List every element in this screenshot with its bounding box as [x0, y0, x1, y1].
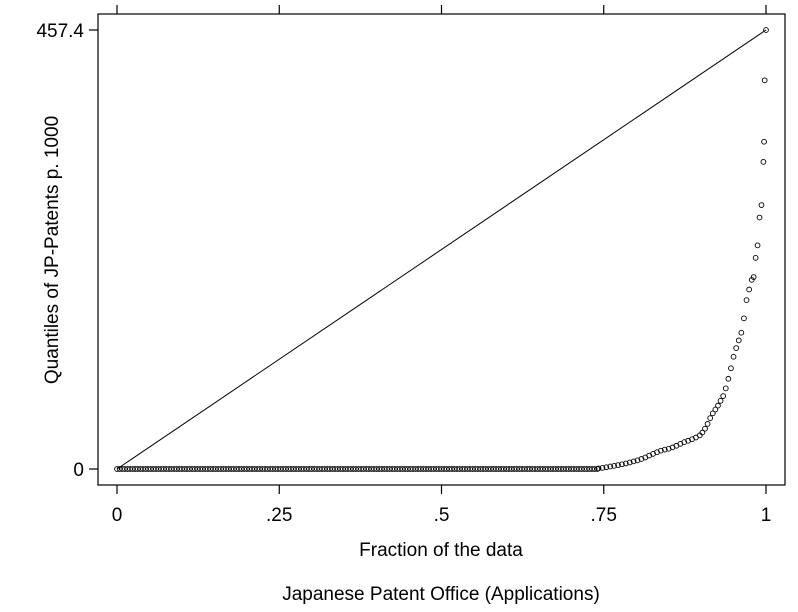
- data-point: [630, 458, 637, 465]
- data-point: [761, 77, 768, 84]
- data-point: [717, 398, 724, 404]
- x-tick-label: .75: [591, 505, 617, 526]
- data-point: [730, 353, 737, 360]
- data-point: [763, 27, 769, 33]
- data-point: [634, 457, 641, 464]
- data-point: [743, 297, 750, 303]
- data-point: [681, 439, 688, 445]
- data-point: [599, 465, 606, 471]
- data-point: [603, 464, 610, 471]
- chart-title: Japanese Patent Office (Applications): [282, 584, 600, 605]
- data-point: [704, 421, 711, 427]
- data-point: [707, 415, 714, 421]
- data-point: [758, 202, 765, 208]
- data-point: [607, 463, 614, 470]
- x-tick-label: .25: [266, 505, 292, 526]
- x-axis-label: Fraction of the data: [359, 540, 523, 561]
- data-point: [720, 393, 727, 399]
- data-point: [760, 159, 767, 165]
- data-point: [615, 462, 621, 468]
- data-point: [715, 402, 721, 409]
- x-tick-label: 0: [112, 505, 123, 526]
- y-tick-label: 0: [73, 460, 84, 481]
- data-point: [699, 429, 706, 436]
- data-point: [595, 465, 602, 472]
- data-point: [761, 138, 767, 145]
- top-ticks: [116, 5, 767, 14]
- data-point: [709, 410, 716, 417]
- data-point: [722, 385, 729, 392]
- data-point: [741, 315, 747, 322]
- data-point: [746, 286, 752, 293]
- data-point: [754, 242, 761, 249]
- data-point: [665, 445, 672, 452]
- y-axis: 0 457.4: [36, 21, 98, 481]
- x-tick-label: 1: [761, 505, 772, 526]
- data-point: [750, 274, 757, 280]
- data-point: [728, 365, 734, 372]
- data-point: [626, 459, 633, 466]
- data-point: [738, 329, 745, 336]
- data-point: [712, 406, 719, 413]
- data-point: [756, 214, 763, 221]
- data-point: [696, 432, 703, 439]
- data-point: [622, 460, 629, 467]
- data-point: [661, 446, 668, 453]
- data-point: [591, 466, 598, 472]
- data-point: [611, 462, 617, 469]
- y-tick-label: 457.4: [36, 21, 84, 42]
- data-point: [702, 425, 708, 432]
- data-point: [752, 255, 759, 261]
- scatter-points: [114, 27, 769, 472]
- reference-line: [116, 29, 767, 470]
- data-point: [725, 375, 732, 382]
- x-tick-label: .5: [434, 505, 450, 526]
- x-axis: 0 .25 .5 .75 1: [112, 485, 772, 526]
- data-point: [658, 447, 664, 454]
- data-point: [735, 337, 742, 344]
- data-point: [619, 461, 625, 468]
- data-point: [733, 345, 740, 351]
- y-axis-label: Quantiles of JP-Patents p. 1000: [42, 116, 63, 384]
